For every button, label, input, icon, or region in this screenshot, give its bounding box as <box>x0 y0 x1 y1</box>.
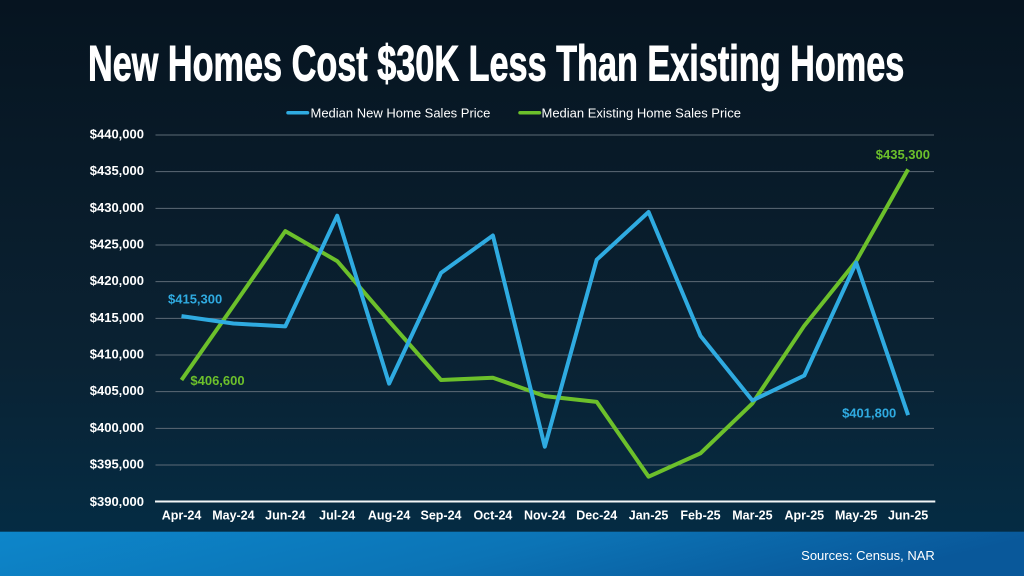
svg-text:Dec-24: Dec-24 <box>576 509 617 523</box>
svg-text:Sources: Census, NAR: Sources: Census, NAR <box>801 548 935 563</box>
svg-text:New Homes Cost $30K Less Than: New Homes Cost $30K Less Than Existing H… <box>88 36 904 92</box>
svg-text:Jan-25: Jan-25 <box>629 509 669 523</box>
svg-text:Median New Home Sales Price: Median New Home Sales Price <box>311 105 491 120</box>
svg-text:$406,600: $406,600 <box>190 373 244 388</box>
svg-text:$405,000: $405,000 <box>90 383 144 398</box>
svg-text:$435,300: $435,300 <box>876 147 930 162</box>
svg-text:$440,000: $440,000 <box>90 127 144 142</box>
svg-text:$425,000: $425,000 <box>90 237 144 252</box>
svg-text:$415,300: $415,300 <box>168 292 222 307</box>
svg-text:$415,000: $415,000 <box>90 310 144 325</box>
svg-text:$420,000: $420,000 <box>90 273 144 288</box>
svg-text:Feb-25: Feb-25 <box>680 509 720 523</box>
svg-text:$410,000: $410,000 <box>90 347 144 362</box>
svg-text:$395,000: $395,000 <box>90 457 144 472</box>
svg-text:May-25: May-25 <box>835 509 877 523</box>
svg-text:Aug-24: Aug-24 <box>368 509 410 523</box>
svg-text:Apr-24: Apr-24 <box>162 509 202 523</box>
svg-text:$435,000: $435,000 <box>90 163 144 178</box>
svg-text:Jun-24: Jun-24 <box>265 509 305 523</box>
svg-text:Jun-25: Jun-25 <box>888 509 928 523</box>
svg-text:$390,000: $390,000 <box>90 494 144 509</box>
svg-text:Jul-24: Jul-24 <box>319 509 355 523</box>
svg-text:Oct-24: Oct-24 <box>473 509 512 523</box>
svg-text:Sep-24: Sep-24 <box>421 509 462 523</box>
svg-text:May-24: May-24 <box>212 509 254 523</box>
svg-text:Mar-25: Mar-25 <box>732 509 772 523</box>
svg-text:Median Existing Home Sales Pri: Median Existing Home Sales Price <box>542 105 741 120</box>
svg-text:Apr-25: Apr-25 <box>785 509 825 523</box>
svg-text:Nov-24: Nov-24 <box>524 509 566 523</box>
svg-text:$400,000: $400,000 <box>90 420 144 435</box>
svg-text:$430,000: $430,000 <box>90 200 144 215</box>
svg-text:$401,800: $401,800 <box>842 406 896 421</box>
